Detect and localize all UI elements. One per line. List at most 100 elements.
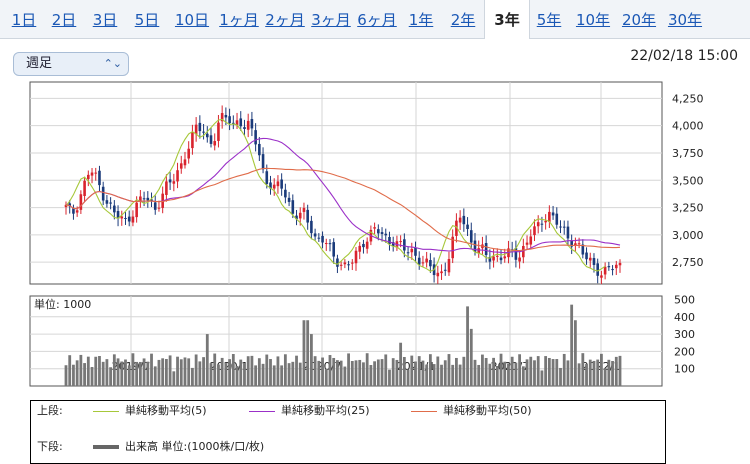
tab-12[interactable]: 5年 <box>536 11 562 29</box>
volume-bar <box>83 363 86 386</box>
volume-bar <box>384 354 388 386</box>
tab-5[interactable]: 1ヶ月 <box>219 11 259 29</box>
candle-body <box>87 174 90 179</box>
tab-13[interactable]: 10年 <box>575 11 611 29</box>
volume-bar <box>399 342 403 386</box>
candle-body <box>503 256 507 259</box>
candle-body <box>421 262 425 264</box>
volume-bar <box>343 366 347 386</box>
volume-bar <box>280 365 284 386</box>
candle-body <box>157 207 161 209</box>
volume-bar <box>287 363 291 386</box>
candle-body <box>577 243 581 245</box>
volume-bar <box>94 356 98 386</box>
lower-tick-label: 500 <box>674 293 695 306</box>
candle-body <box>258 143 261 156</box>
volume-bar <box>373 361 377 386</box>
candle-body <box>339 264 343 266</box>
tab-2[interactable]: 3日 <box>92 11 118 29</box>
volume-bar <box>354 360 358 386</box>
candle-body <box>101 186 105 201</box>
tab-7[interactable]: 3ヶ月 <box>311 11 351 29</box>
candle-body <box>232 122 235 124</box>
volume-bar <box>507 363 510 386</box>
candle-body <box>179 163 183 169</box>
volume-bar <box>402 356 406 386</box>
volume-bar <box>295 355 298 386</box>
volume-bar <box>153 366 157 386</box>
volume-bar <box>588 359 592 386</box>
tab-15[interactable]: 30年 <box>667 11 703 29</box>
lower-tick-label: 200 <box>674 345 695 358</box>
period-select[interactable]: 週足 ⌃⌄ <box>13 52 129 76</box>
volume-bar <box>336 360 339 386</box>
candle-body <box>455 220 458 236</box>
candle-body <box>94 172 98 174</box>
volume-bar <box>544 356 548 386</box>
candle-body <box>191 132 194 149</box>
candle-body <box>183 159 187 166</box>
candle-body <box>150 199 153 201</box>
tab-10[interactable]: 2年 <box>450 11 476 29</box>
candle-body <box>302 207 306 212</box>
volume-bar <box>246 356 250 386</box>
volume-bar <box>521 366 525 386</box>
tab-4[interactable]: 10日 <box>174 11 210 29</box>
volume-bar <box>202 357 205 386</box>
tab-9[interactable]: 1年 <box>408 11 434 29</box>
candle-body <box>347 264 350 266</box>
lower-tick-label: 400 <box>674 311 695 324</box>
candle-body <box>410 248 414 253</box>
candle-body <box>131 216 135 223</box>
candle-body <box>533 226 536 236</box>
candle-body <box>176 170 179 182</box>
volume-bar <box>484 357 488 386</box>
candle-body <box>540 223 544 225</box>
upper-tick-label: 2,750 <box>672 256 704 269</box>
candle-body <box>522 245 525 258</box>
volume-bar <box>105 359 109 386</box>
tab-3[interactable]: 5日 <box>134 11 160 29</box>
volume-bar <box>570 304 574 386</box>
volume-bar <box>592 360 596 386</box>
candle-body <box>462 215 466 225</box>
volume-bar <box>388 369 391 386</box>
volume-bar <box>425 364 429 386</box>
candle-body <box>343 262 347 265</box>
upper-tick-label: 4,000 <box>672 120 704 133</box>
candle-body <box>205 133 209 138</box>
tab-8[interactable]: 6ヶ月 <box>357 11 397 29</box>
volume-bar <box>224 363 228 386</box>
legend-lower-label: 下段: <box>37 440 63 453</box>
candle-body <box>373 227 376 229</box>
volume-bar <box>191 367 194 386</box>
candle-body <box>618 262 622 266</box>
candle-body <box>172 181 176 184</box>
ma5-line <box>65 118 606 272</box>
volume-bar <box>124 359 127 386</box>
candle-body <box>473 240 477 252</box>
volume-bar <box>462 356 466 386</box>
tab-14[interactable]: 20年 <box>621 11 657 29</box>
volume-bar <box>473 359 477 386</box>
volume-bar <box>269 359 272 386</box>
volume-bar <box>79 354 83 386</box>
candle-body <box>109 202 112 204</box>
tab-1[interactable]: 2日 <box>51 11 77 29</box>
volume-bar <box>499 353 503 386</box>
volume-bar <box>98 356 101 386</box>
tab-0[interactable]: 1日 <box>11 11 37 29</box>
candle-body <box>377 229 380 234</box>
ma50-line <box>65 167 621 252</box>
tab-11[interactable]: 3年 <box>484 0 530 39</box>
legend-upper-label: 上段: <box>37 404 63 417</box>
volume-bar <box>220 357 224 386</box>
candle-body <box>391 242 395 247</box>
volume-bar <box>540 370 544 386</box>
candle-body <box>607 266 611 268</box>
candle-body <box>202 131 205 133</box>
candle-body <box>127 216 131 222</box>
tab-6[interactable]: 2ヶ月 <box>265 11 305 29</box>
volume-bar <box>417 356 421 386</box>
candle-body <box>98 170 101 186</box>
